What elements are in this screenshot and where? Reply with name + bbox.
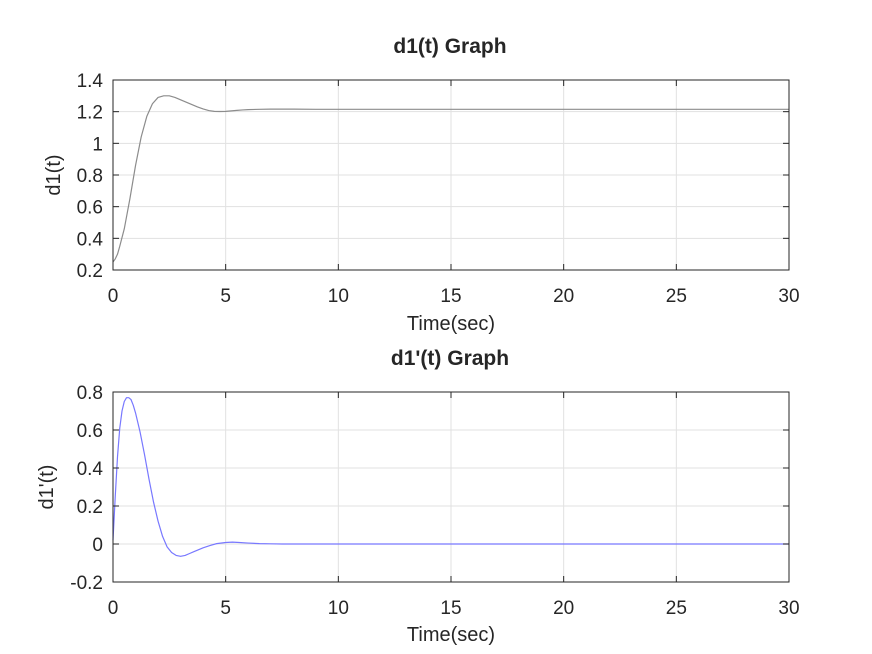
y-tick-label: 0.6 bbox=[77, 421, 103, 442]
x-ticks: 0 5 10 15 20 25 30 bbox=[108, 80, 800, 307]
series-line-layer bbox=[112, 397, 789, 557]
y-tick-label: 0.6 bbox=[77, 198, 103, 219]
x-tick-label: 0 bbox=[108, 598, 119, 619]
y-tick-label: 0.2 bbox=[77, 497, 103, 518]
x-tick-label: 20 bbox=[553, 598, 574, 619]
x-tick-label: 10 bbox=[328, 286, 349, 307]
series-line bbox=[112, 95, 789, 263]
y-tick-label: 0.4 bbox=[77, 459, 104, 480]
chart-d1: d1(t) Graph 0 5 10 15 20 25 30 0.2 0.4 0.6 0.8 1 1.… bbox=[43, 35, 800, 335]
x-tick-label: 25 bbox=[666, 598, 687, 619]
x-tick-label: 30 bbox=[778, 598, 799, 619]
y-ticks: 0.2 0.4 0.6 0.8 1 1.2 1.4 bbox=[77, 71, 789, 282]
y-tick-label: 0.8 bbox=[77, 166, 103, 187]
x-tick-label: 20 bbox=[553, 286, 574, 307]
x-tick-label: 5 bbox=[220, 598, 231, 619]
x-tick-label: 10 bbox=[328, 598, 349, 619]
y-tick-label: -0.2 bbox=[70, 573, 103, 594]
chart-d1-prime: d1'(t) Graph 0 5 10 15 20 25 30 -0.200.20.40.6… bbox=[36, 347, 800, 646]
x-tick-label: 25 bbox=[666, 286, 687, 307]
x-axis-label: Time(sec) bbox=[407, 624, 495, 646]
grid bbox=[112, 391, 790, 583]
y-tick-label: 0 bbox=[92, 535, 103, 556]
grid bbox=[112, 79, 790, 271]
y-axis-label: d1'(t) bbox=[36, 465, 58, 510]
series-line-layer bbox=[112, 95, 789, 263]
chart-title: d1'(t) Graph bbox=[391, 347, 509, 370]
x-ticks: 0 5 10 15 20 25 30 bbox=[108, 392, 800, 619]
y-ticks: -0.2 0 0.2 0.4 0.6 0.8 bbox=[70, 383, 789, 594]
y-tick-label: 0.8 bbox=[77, 383, 103, 404]
x-tick-label: 5 bbox=[220, 286, 231, 307]
y-tick-label: 0.4 bbox=[77, 229, 104, 250]
x-tick-label: 30 bbox=[778, 286, 799, 307]
chart-title: d1(t) Graph bbox=[393, 35, 506, 58]
y-tick-label: 1.4 bbox=[77, 71, 104, 92]
y-tick-label: 0.2 bbox=[77, 261, 103, 282]
x-axis-label: Time(sec) bbox=[407, 313, 495, 335]
y-tick-label: 1 bbox=[92, 134, 103, 155]
x-tick-label: 15 bbox=[440, 286, 461, 307]
series-line bbox=[112, 397, 789, 557]
x-tick-label: 0 bbox=[108, 286, 119, 307]
y-axis-label: d1(t) bbox=[43, 154, 65, 195]
x-tick-label: 15 bbox=[440, 598, 461, 619]
y-tick-label: 1.2 bbox=[77, 103, 103, 124]
